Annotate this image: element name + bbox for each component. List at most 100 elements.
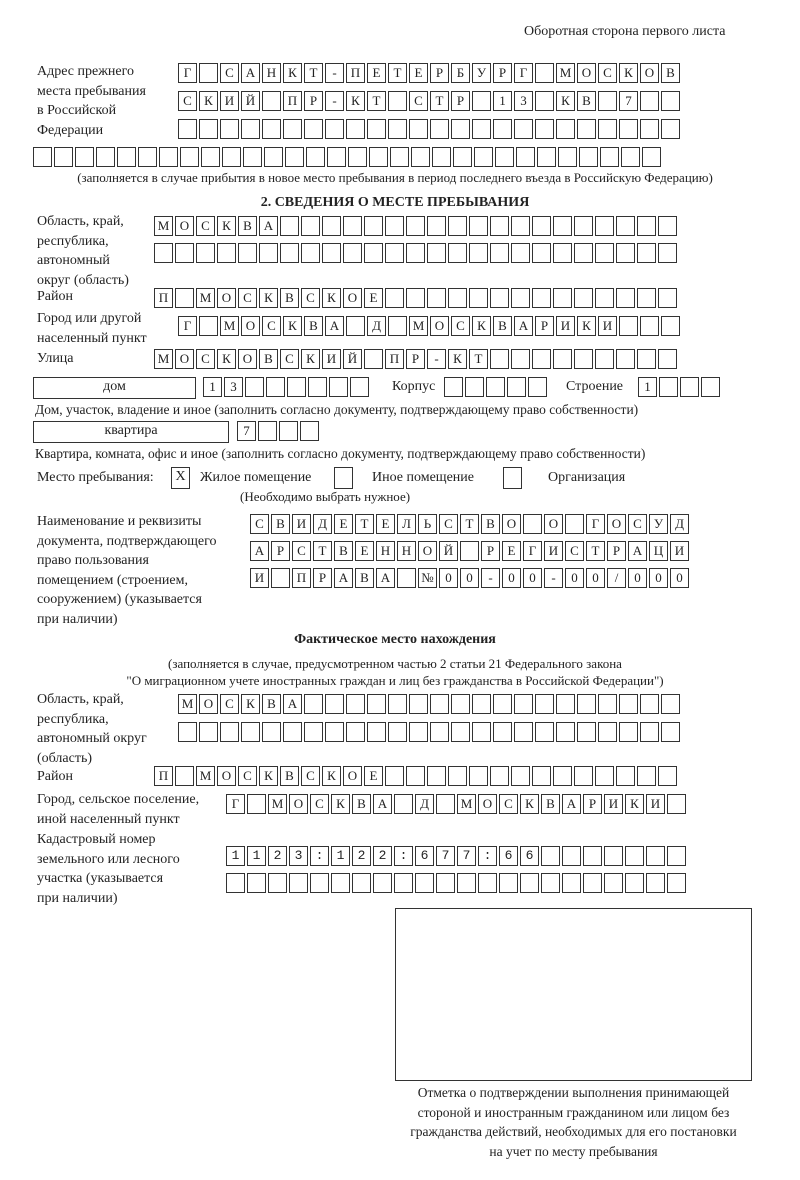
char-cell[interactable] [535, 694, 554, 714]
char-cell[interactable] [537, 147, 556, 167]
char-cell[interactable]: 0 [565, 568, 584, 588]
char-cell[interactable]: Г [586, 514, 605, 534]
char-cell[interactable] [640, 119, 659, 139]
char-cell[interactable]: Е [367, 63, 386, 83]
char-cell[interactable] [280, 243, 299, 263]
char-cell[interactable]: К [217, 349, 236, 369]
prev-address-row-4[interactable] [33, 147, 663, 167]
char-cell[interactable]: А [259, 216, 278, 236]
prev-address-row-3[interactable] [178, 119, 682, 139]
char-cell[interactable] [264, 147, 283, 167]
char-cell[interactable]: Е [334, 514, 353, 534]
char-cell[interactable] [577, 722, 596, 742]
char-cell[interactable]: С [280, 349, 299, 369]
char-cell[interactable] [322, 243, 341, 263]
char-cell[interactable]: С [196, 216, 215, 236]
char-cell[interactable]: К [217, 216, 236, 236]
char-cell[interactable] [667, 873, 686, 893]
char-cell[interactable] [646, 846, 665, 866]
char-cell[interactable] [535, 722, 554, 742]
char-cell[interactable] [514, 722, 533, 742]
char-cell[interactable] [625, 873, 644, 893]
char-cell[interactable] [220, 722, 239, 742]
char-cell[interactable]: И [604, 794, 623, 814]
char-cell[interactable]: В [481, 514, 500, 534]
char-cell[interactable]: Т [304, 63, 323, 83]
char-cell[interactable] [583, 846, 602, 866]
char-cell[interactable]: С [409, 91, 428, 111]
char-cell[interactable]: Й [439, 541, 458, 561]
char-cell[interactable] [499, 873, 518, 893]
char-cell[interactable] [222, 147, 241, 167]
char-cell[interactable] [565, 514, 584, 534]
char-cell[interactable]: К [241, 694, 260, 714]
char-cell[interactable] [367, 119, 386, 139]
char-cell[interactable] [271, 568, 290, 588]
char-cell[interactable] [658, 349, 677, 369]
char-cell[interactable] [394, 873, 413, 893]
building-row[interactable]: 1 [638, 377, 722, 397]
char-cell[interactable] [33, 147, 52, 167]
char-cell[interactable] [646, 873, 665, 893]
char-cell[interactable] [54, 147, 73, 167]
char-cell[interactable] [661, 694, 680, 714]
char-cell[interactable]: К [625, 794, 644, 814]
char-cell[interactable] [350, 377, 369, 397]
char-cell[interactable] [306, 147, 325, 167]
char-cell[interactable]: К [301, 349, 320, 369]
char-cell[interactable]: К [322, 766, 341, 786]
char-cell[interactable] [600, 147, 619, 167]
char-cell[interactable] [327, 147, 346, 167]
char-cell[interactable]: Т [460, 514, 479, 534]
char-cell[interactable] [175, 288, 194, 308]
char-cell[interactable]: Р [271, 541, 290, 561]
char-cell[interactable] [258, 421, 277, 441]
char-cell[interactable] [616, 216, 635, 236]
flat-number-row[interactable]: 7 [237, 421, 321, 441]
char-cell[interactable] [364, 216, 383, 236]
char-cell[interactable]: М [154, 216, 173, 236]
char-cell[interactable] [616, 766, 635, 786]
char-cell[interactable]: С [598, 63, 617, 83]
char-cell[interactable] [490, 349, 509, 369]
char-cell[interactable] [562, 873, 581, 893]
char-cell[interactable]: Р [406, 349, 425, 369]
char-cell[interactable] [583, 873, 602, 893]
char-cell[interactable]: О [478, 794, 497, 814]
char-cell[interactable]: О [502, 514, 521, 534]
char-cell[interactable] [535, 91, 554, 111]
char-cell[interactable]: К [331, 794, 350, 814]
char-cell[interactable] [661, 316, 680, 336]
char-cell[interactable]: К [619, 63, 638, 83]
char-cell[interactable]: П [346, 63, 365, 83]
char-cell[interactable] [574, 216, 593, 236]
char-cell[interactable] [469, 243, 488, 263]
char-cell[interactable]: Т [355, 514, 374, 534]
char-cell[interactable]: Т [469, 349, 488, 369]
char-cell[interactable]: О [175, 216, 194, 236]
char-cell[interactable]: 7 [619, 91, 638, 111]
char-cell[interactable] [619, 119, 638, 139]
char-cell[interactable] [478, 846, 497, 866]
char-cell[interactable] [493, 722, 512, 742]
char-cell[interactable]: - [325, 91, 344, 111]
char-cell[interactable] [598, 722, 617, 742]
char-cell[interactable]: В [577, 91, 596, 111]
char-cell[interactable]: К [322, 288, 341, 308]
char-cell[interactable] [577, 119, 596, 139]
char-cell[interactable] [388, 694, 407, 714]
char-cell[interactable] [448, 216, 467, 236]
char-cell[interactable] [397, 568, 416, 588]
char-cell[interactable]: А [250, 541, 269, 561]
char-cell[interactable]: О [199, 694, 218, 714]
char-cell[interactable]: Е [364, 766, 383, 786]
char-cell[interactable]: А [376, 568, 395, 588]
char-cell[interactable]: Р [583, 794, 602, 814]
char-cell[interactable] [385, 243, 404, 263]
char-cell[interactable] [388, 119, 407, 139]
char-cell[interactable]: Е [376, 514, 395, 534]
char-cell[interactable]: С [178, 91, 197, 111]
char-cell[interactable] [474, 147, 493, 167]
